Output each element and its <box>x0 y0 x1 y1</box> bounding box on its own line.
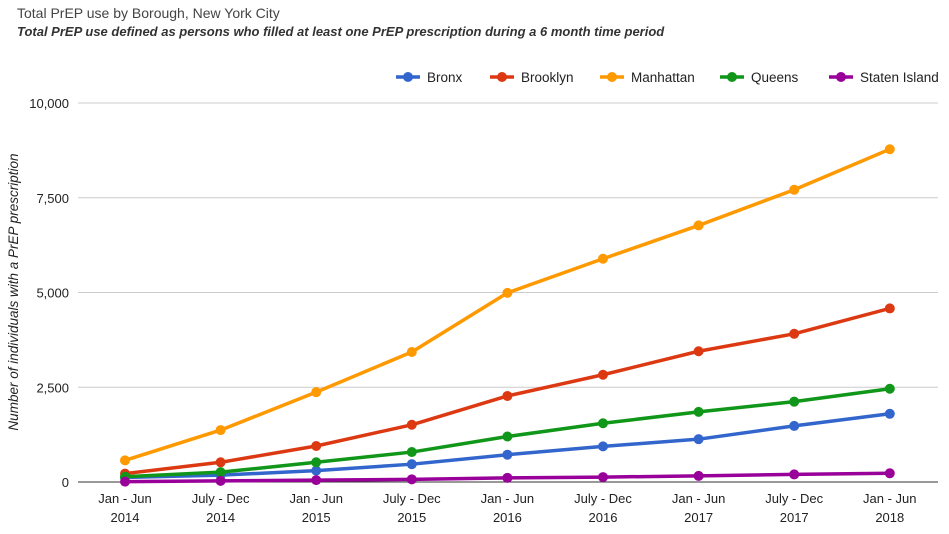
data-point-queens[interactable] <box>789 396 800 407</box>
x-tick-label-year: 2016 <box>589 510 618 525</box>
data-point-bronx[interactable] <box>598 441 608 452</box>
data-point-bronx[interactable] <box>884 408 895 419</box>
legend-swatch-marker <box>836 72 846 82</box>
series-brooklyn <box>120 303 895 479</box>
chart-subtitle: Total PrEP use defined as persons who fi… <box>17 24 665 39</box>
x-tick-label: Jan - Jun <box>481 491 534 506</box>
y-tick-label: 2,500 <box>36 380 69 395</box>
data-point-staten-island[interactable] <box>406 474 417 485</box>
data-point-staten-island[interactable] <box>693 470 704 481</box>
x-tick-label: Jan - Jun <box>863 491 916 506</box>
data-point-brooklyn[interactable] <box>215 457 226 468</box>
data-point-queens[interactable] <box>215 467 226 478</box>
y-axis-label: Number of individuals with a PrEP prescr… <box>6 153 21 430</box>
data-point-staten-island[interactable] <box>311 475 322 486</box>
data-point-manhattan[interactable] <box>789 184 800 195</box>
x-tick-label-year: 2017 <box>684 510 713 525</box>
x-tick-label-year: 2014 <box>111 510 140 525</box>
data-point-queens[interactable] <box>406 447 417 458</box>
y-tick-label: 10,000 <box>29 96 69 111</box>
x-tick-label: July - Dec <box>574 491 632 506</box>
x-tick-label-year: 2018 <box>875 510 904 525</box>
data-point-bronx[interactable] <box>406 459 417 470</box>
y-axis-ticks: 0 2,500 5,000 7,500 10,000 <box>29 96 69 490</box>
x-tick-label: Jan - Jun <box>289 491 342 506</box>
x-tick-label: July - Dec <box>765 491 823 506</box>
data-point-queens[interactable] <box>884 383 895 394</box>
data-point-manhattan[interactable] <box>502 287 513 298</box>
legend-item-brooklyn[interactable]: Brooklyn <box>490 70 574 85</box>
legend-label: Queens <box>751 70 799 85</box>
data-point-manhattan[interactable] <box>311 387 322 398</box>
data-point-queens[interactable] <box>502 431 513 442</box>
data-point-manhattan[interactable] <box>406 347 417 358</box>
x-tick-label-year: 2017 <box>780 510 809 525</box>
y-tick-label: 0 <box>62 475 69 490</box>
legend-item-bronx[interactable]: Bronx <box>396 70 463 85</box>
data-point-staten-island[interactable] <box>215 475 226 486</box>
data-point-manhattan[interactable] <box>120 455 130 466</box>
data-point-brooklyn[interactable] <box>884 303 895 314</box>
data-point-queens[interactable] <box>311 457 322 468</box>
x-tick-label: July - Dec <box>192 491 250 506</box>
data-point-staten-island[interactable] <box>502 472 513 483</box>
x-tick-label-year: 2016 <box>493 510 522 525</box>
y-tick-label: 5,000 <box>36 286 69 301</box>
series-staten-island <box>120 468 895 487</box>
data-point-manhattan[interactable] <box>215 425 226 436</box>
data-point-brooklyn[interactable] <box>502 390 513 401</box>
data-point-manhattan[interactable] <box>598 253 608 264</box>
y-tick-label: 7,500 <box>36 191 69 206</box>
data-point-brooklyn[interactable] <box>693 346 704 357</box>
data-point-queens[interactable] <box>693 406 704 417</box>
x-tick-label-year: 2014 <box>206 510 235 525</box>
data-point-brooklyn[interactable] <box>311 440 322 451</box>
data-point-brooklyn[interactable] <box>406 419 417 430</box>
data-point-bronx[interactable] <box>693 434 704 445</box>
series-queens <box>120 383 895 482</box>
series-line-manhattan <box>124 147 891 463</box>
data-point-staten-island[interactable] <box>884 468 895 479</box>
x-tick-label: Jan - Jun <box>98 491 151 506</box>
series-manhattan <box>120 144 895 466</box>
series-lines <box>120 144 895 487</box>
legend-item-queens[interactable]: Queens <box>720 70 799 85</box>
data-point-manhattan[interactable] <box>884 144 895 155</box>
chart-title: Total PrEP use by Borough, New York City <box>17 5 280 21</box>
data-point-brooklyn[interactable] <box>789 328 800 339</box>
x-axis-ticks: Jan - Jun 2014 July - Dec 2014 Jan - Jun 2015… <box>98 491 916 525</box>
legend-label: Bronx <box>427 70 463 85</box>
x-tick-label-year: 2015 <box>397 510 426 525</box>
data-point-staten-island[interactable] <box>789 469 800 480</box>
legend-label: Manhattan <box>631 70 695 85</box>
data-point-bronx[interactable] <box>502 449 513 460</box>
legend[interactable]: Bronx Brooklyn Manhattan Queens Staten Islan… <box>396 70 939 85</box>
data-point-staten-island[interactable] <box>120 476 130 487</box>
data-point-manhattan[interactable] <box>693 220 704 231</box>
legend-swatch-marker <box>403 72 413 82</box>
x-tick-label: July - Dec <box>383 491 441 506</box>
data-point-brooklyn[interactable] <box>598 369 608 380</box>
x-tick-label-year: 2015 <box>302 510 331 525</box>
legend-label: Staten Island <box>860 70 939 85</box>
data-point-queens[interactable] <box>598 418 608 429</box>
data-point-bronx[interactable] <box>311 465 322 476</box>
data-point-staten-island[interactable] <box>598 472 608 483</box>
data-point-bronx[interactable] <box>789 420 800 431</box>
legend-swatch-marker <box>497 72 507 82</box>
legend-item-manhattan[interactable]: Manhattan <box>600 70 695 85</box>
x-tick-label: Jan - Jun <box>672 491 725 506</box>
legend-item-staten-island[interactable]: Staten Island <box>829 70 939 85</box>
legend-swatch-marker <box>607 72 617 82</box>
legend-label: Brooklyn <box>521 70 574 85</box>
legend-swatch-marker <box>727 72 737 82</box>
